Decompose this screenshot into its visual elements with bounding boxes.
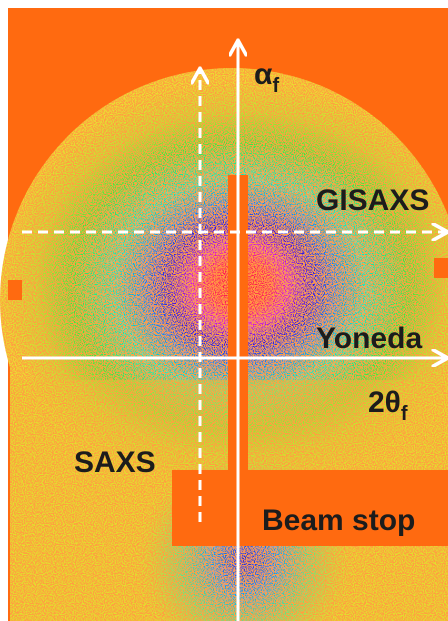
alpha-sub: f — [272, 75, 279, 97]
saxs-label: SAXS — [74, 446, 156, 479]
detector-gap — [8, 170, 22, 192]
yoneda-label: Yoneda — [316, 322, 422, 355]
detector-gap — [434, 150, 448, 172]
detector-gap — [8, 280, 22, 300]
alpha-base: α — [254, 58, 273, 91]
beam-stop — [172, 470, 448, 546]
two-theta-label: 2θf — [368, 386, 408, 425]
gisaxs-label: GISAXS — [316, 184, 429, 217]
detector-gap — [434, 258, 448, 278]
beam-stop-label: Beam stop — [262, 504, 415, 537]
two-theta-sub: f — [401, 403, 408, 425]
alpha-label: αf — [254, 58, 279, 97]
two-theta-base: 2θ — [368, 386, 401, 419]
